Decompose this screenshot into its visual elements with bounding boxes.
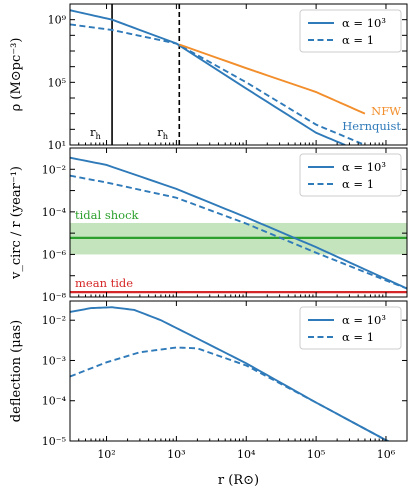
y-tick-label: 10⁻⁵ xyxy=(42,435,66,448)
legend-entry-2: α = 1 xyxy=(342,330,374,344)
x-tick-label: 10⁵ xyxy=(307,448,325,461)
x-tick-label: 10⁶ xyxy=(377,448,396,461)
y-tick-label: 10⁻² xyxy=(42,163,66,176)
velocity-legend xyxy=(299,153,402,197)
x-axis-title: r (R⊙) xyxy=(218,473,259,488)
half-mass-radius-label-2: rh xyxy=(157,125,169,141)
density-series-alpha-1000 xyxy=(70,9,346,145)
deflection-frame xyxy=(69,300,408,442)
density-y-axis-title: ρ (M⊙pc⁻³) xyxy=(9,38,24,112)
velocity-series-alpha-1000 xyxy=(70,156,407,290)
density-series-nfw xyxy=(178,43,366,115)
legend-entry-2: α = 1 xyxy=(342,177,374,191)
mean-tide-label: mean tide xyxy=(75,276,133,290)
density-legend xyxy=(299,9,402,53)
y-tick-label: 10¹ xyxy=(48,139,66,152)
hernquist-label: Hernquist xyxy=(342,119,401,133)
deflection-legend xyxy=(299,306,402,350)
velocity-y-axis-title: v_circ / r (year⁻¹) xyxy=(9,166,24,280)
deflection-series-alpha-1 xyxy=(70,346,391,441)
y-tick-label: 10⁻⁶ xyxy=(42,248,67,261)
legend-entry-1: α = 10³ xyxy=(342,313,386,327)
x-tick-label: 10⁴ xyxy=(237,448,256,461)
tidal-shock-label: tidal shock xyxy=(75,208,140,222)
legend-entry-1: α = 10³ xyxy=(342,160,386,174)
y-tick-label: 10⁻⁸ xyxy=(42,291,67,304)
deflection-plot-area xyxy=(70,306,391,441)
nfw-label: NFW xyxy=(371,104,401,118)
x-tick-label: 10³ xyxy=(167,448,185,461)
y-tick-label: 10⁻³ xyxy=(42,354,66,367)
y-tick-label: 10⁻⁴ xyxy=(42,395,67,408)
density-frame xyxy=(69,3,408,146)
y-tick-label: 10⁵ xyxy=(48,76,66,89)
x-tick-label: 10² xyxy=(97,448,115,461)
density-series-alpha-1 xyxy=(70,23,366,145)
y-tick-label: 10⁻⁴ xyxy=(42,206,67,219)
velocity-plot-area xyxy=(70,156,407,294)
velocity-series-alpha-1 xyxy=(70,174,407,290)
velocity-frame xyxy=(69,147,408,298)
y-tick-label: 10⁹ xyxy=(48,14,67,27)
legend-entry-2: α = 1 xyxy=(342,33,374,47)
y-tick-label: 10⁻² xyxy=(42,314,66,327)
deflection-series-alpha-1000 xyxy=(70,306,391,441)
density-plot-area xyxy=(70,4,366,145)
legend-entry-1: α = 10³ xyxy=(342,16,386,30)
deflection-y-axis-title: deflection (μas) xyxy=(9,320,24,422)
half-mass-radius-label-1: rh xyxy=(90,125,102,141)
